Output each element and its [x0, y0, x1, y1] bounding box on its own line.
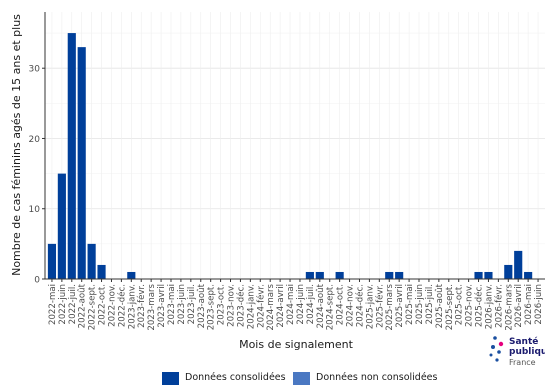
x-tick-label: 2022-mai — [48, 284, 58, 325]
x-tick-label: 2023-déc. — [235, 284, 246, 327]
bar-2025-déc.-s0 — [474, 271, 483, 279]
y-tick-label: 10 — [29, 205, 41, 215]
x-tick-label: 2025-oct. — [455, 284, 465, 325]
legend-swatch-consolidated — [162, 372, 179, 385]
x-tick-label: 2025-sept. — [445, 284, 455, 330]
logo-dots-icon — [489, 336, 504, 362]
x-tick-label: 2023-oct. — [217, 284, 227, 325]
logo-line-3: France — [509, 358, 536, 367]
x-tick-label: 2024-nov. — [346, 284, 356, 327]
x-tick-label: 2023-mars — [147, 283, 157, 330]
bar-2022-juil.-s0 — [67, 33, 76, 279]
bar-2026-janv.-s0 — [484, 271, 493, 279]
x-tick-label: 2024-févr. — [255, 284, 266, 328]
x-tick-label: 2025-juil. — [425, 284, 435, 324]
x-axis-label: Mois de signalement — [239, 338, 354, 351]
x-tick-label: 2024-mars — [266, 283, 276, 330]
x-tick-label: 2024-mai — [286, 284, 296, 325]
x-tick-label: 2023-févr. — [136, 284, 147, 328]
x-tick-label: 2022-août — [78, 283, 88, 328]
x-tick-label: 2023-août — [197, 283, 207, 328]
x-tick-label: 2026-juin — [534, 284, 544, 325]
bar-2023-janv.-s0 — [127, 271, 136, 279]
bar-2025-avril-s0 — [395, 271, 404, 279]
legend-swatch-unconsolidated — [293, 372, 310, 385]
logo-line-2: publique — [509, 347, 545, 357]
x-tick-label: 2024-oct. — [336, 284, 346, 325]
bar-2025-mars-s0 — [385, 271, 394, 279]
x-tick-label: 2023-juil. — [187, 284, 197, 324]
x-tick-label: 2025-déc. — [474, 284, 485, 327]
x-tick-label: 2026-janv. — [484, 284, 494, 329]
x-tick-label: 2025-févr. — [374, 284, 385, 328]
logo-line-1: Santé — [509, 337, 539, 347]
x-tick-label: 2025-janv. — [365, 284, 375, 329]
x-tick-label: 2022-nov. — [107, 284, 117, 327]
x-tick-label: 2025-mai — [405, 284, 415, 325]
x-tick-label: 2024-sept. — [326, 284, 336, 330]
x-tick-label: 2023-janv. — [127, 284, 137, 329]
y-tick-labels: 0 10 20 30 — [29, 65, 41, 286]
x-tick-label: 2024-avril — [276, 284, 286, 328]
sante-publique-france-logo: Santé publique France — [487, 334, 545, 374]
x-tick-label: 2026-mars — [504, 283, 514, 330]
bar-2026-mars-s0 — [504, 264, 513, 279]
bar-2026-avril-s0 — [514, 250, 523, 279]
x-tick-label: 2026-févr. — [493, 284, 504, 328]
x-tick-label: 2022-sept. — [88, 284, 98, 330]
legend: Données consolidées Données non consolid… — [0, 371, 545, 387]
bar-2022-sept.-s0 — [87, 243, 96, 279]
x-tick-label: 2022-oct. — [98, 284, 108, 325]
x-tick-label: 2024-août — [316, 283, 326, 328]
gridlines — [45, 12, 545, 280]
bar-2024-août-s0 — [315, 271, 324, 279]
x-tick-label: 2026-mai — [524, 284, 534, 325]
bar-2026-mai-s0 — [524, 271, 533, 279]
x-tick-label: 2023-juin — [177, 284, 187, 325]
bar-2024-oct.-s0 — [335, 271, 344, 279]
x-tick-label: 2025-août — [435, 283, 445, 328]
y-tick-label: 0 — [34, 276, 40, 286]
x-tick-label: 2025-avril — [395, 284, 405, 328]
x-tick-label: 2023-mai — [167, 284, 177, 325]
x-tick-label: 2024-juil. — [306, 284, 316, 324]
bar-2022-mai-s0 — [47, 243, 57, 279]
axes — [42, 12, 545, 282]
x-tick-label: 2026-avril — [514, 284, 524, 328]
x-tick-label: 2023-sept. — [207, 284, 217, 330]
x-tick-label: 2024-déc. — [354, 284, 365, 327]
x-tick-label: 2024-janv. — [246, 284, 256, 329]
x-tick-labels: 2022-mai 2022-juin 2022-juil. 2022-août 2022… — [48, 283, 544, 330]
bar-2022-oct.-s0 — [97, 264, 106, 279]
y-tick-label: 20 — [29, 135, 41, 145]
y-axis-label: Nombre de cas féminins agés de 15 ans et… — [10, 14, 23, 276]
x-tick-label: 2023-avril — [157, 284, 167, 328]
legend-label-unconsolidated: Données non consolidées — [316, 372, 438, 383]
legend-label-consolidated: Données consolidées — [185, 372, 286, 383]
x-tick-label: 2022-déc. — [116, 284, 127, 327]
x-tick-label: 2024-juin — [296, 284, 306, 325]
x-tick-label: 2025-juin — [415, 284, 425, 325]
x-tick-label: 2025-nov. — [465, 284, 475, 327]
x-tick-label: 2022-juil. — [68, 284, 78, 324]
x-tick-label: 2025-mars — [385, 283, 395, 330]
bar-2022-août-s0 — [77, 47, 86, 280]
y-tick-label: 30 — [29, 65, 41, 75]
bar-2024-juil.-s0 — [305, 271, 314, 279]
bar-2022-juin-s0 — [57, 173, 66, 279]
x-tick-label: 2023-nov. — [227, 284, 237, 327]
bars — [47, 33, 533, 280]
x-tick-label: 2022-juin — [58, 284, 68, 325]
